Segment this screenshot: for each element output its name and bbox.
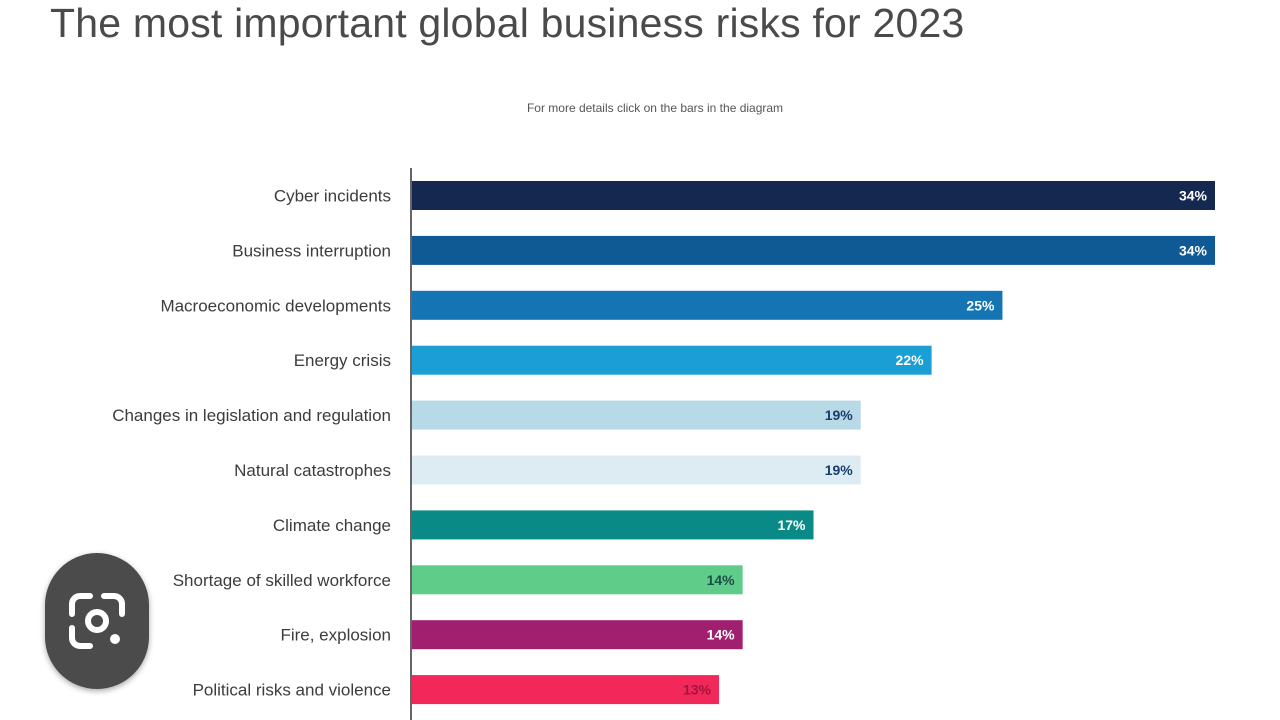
category-label: Political risks and violence [193,681,391,700]
bar[interactable] [412,181,1215,210]
value-label: 14% [707,572,736,588]
value-label: 17% [777,517,806,533]
value-label: 13% [683,682,712,698]
category-label: Fire, explosion [280,626,391,645]
bar[interactable] [412,620,743,650]
value-label: 19% [825,407,854,423]
value-label: 14% [707,627,736,643]
category-label: Changes in legislation and regulation [112,406,391,425]
chart-subtitle: For more details click on the bars in th… [526,101,784,115]
bar[interactable] [412,400,861,430]
value-label: 34% [1179,188,1208,204]
google-lens-icon [69,593,125,649]
value-label: 22% [896,352,925,368]
bar[interactable] [412,235,1215,265]
bar[interactable] [412,510,814,540]
bar[interactable] [412,675,720,705]
value-label: 19% [825,462,854,478]
category-label: Macroeconomic developments [160,296,391,315]
bar[interactable] [412,565,743,595]
category-label: Business interruption [232,241,391,260]
bar[interactable] [412,290,1003,320]
value-label: 25% [966,297,995,313]
bar[interactable] [412,455,861,485]
category-label: Natural catastrophes [234,461,391,480]
google-lens-button[interactable] [45,553,149,689]
category-label: Shortage of skilled workforce [173,571,391,590]
category-label: Energy crisis [294,351,391,370]
bar[interactable] [412,345,932,375]
category-label: Climate change [273,516,391,535]
chart-title: The most important global business risks… [50,0,965,46]
value-label: 34% [1179,242,1208,258]
category-label: Cyber incidents [274,187,391,206]
